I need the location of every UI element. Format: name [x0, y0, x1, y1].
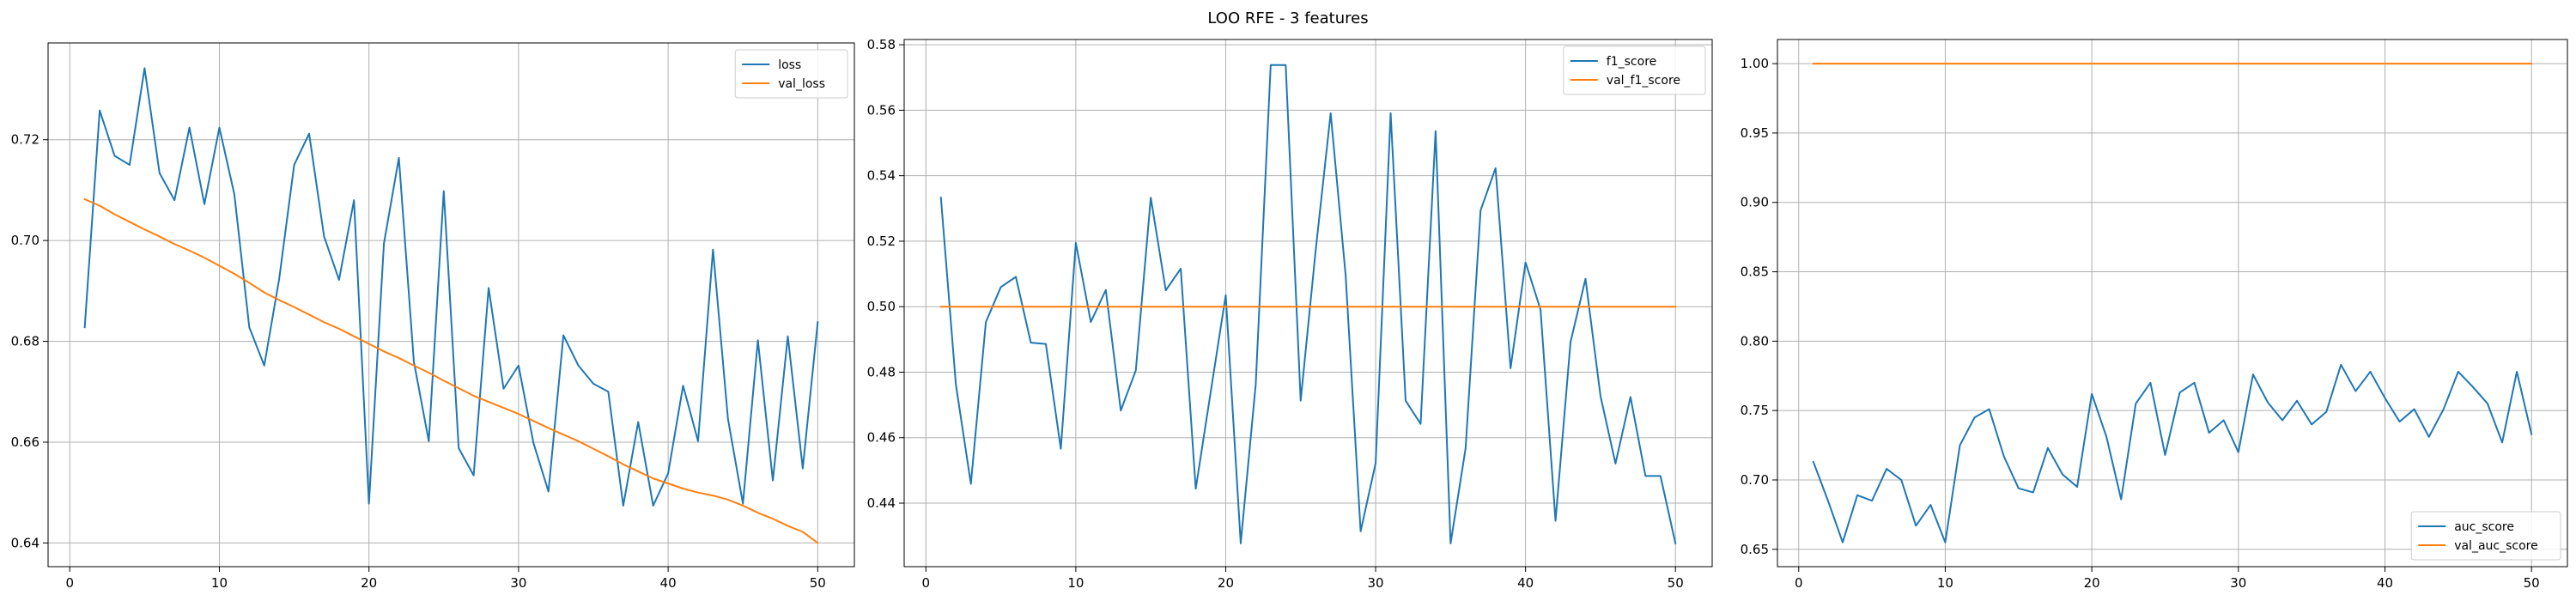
- chart-1-series-val_loss-line: [83, 197, 819, 544]
- chart-1-ytick-label: 0.68: [11, 334, 39, 349]
- chart-1: 0 10 20 30 40 50 0.64 0.66 0.68 0.70 0.72 loss val_l…: [11, 42, 855, 591]
- chart-2-ytick-label: 0.56: [867, 102, 896, 118]
- chart-2-legend-label-f1_score: f1_score: [1607, 55, 1656, 69]
- subplots: 0 10 20 30 40 50 0.64 0.66 0.68 0.70 0.72 loss val_l…: [11, 37, 2568, 591]
- chart-3-ytick-label: 0.85: [1741, 264, 1769, 280]
- chart-2-ytick-label: 0.50: [867, 299, 896, 314]
- chart-1-legend-label-val_loss: val_loss: [778, 77, 825, 91]
- chart-3-ytick-label: 0.80: [1741, 333, 1769, 349]
- chart-3-xtick-label: 40: [2377, 575, 2393, 591]
- chart-1-legend-box: [734, 49, 848, 99]
- chart-2-ytick-label: 0.58: [867, 37, 896, 52]
- chart-1-xtick-label: 40: [660, 575, 677, 591]
- chart-3-ytick-label: 0.90: [1741, 195, 1769, 210]
- chart-1-xtick-label: 20: [361, 575, 377, 591]
- chart-1-ytick-label: 0.66: [11, 434, 39, 450]
- chart-3: 0 10 20 30 40 50 0.65 0.70 0.75 0.80 0.85 0.90 0.95 1…: [1741, 39, 2568, 591]
- chart-1-legend-label-loss: loss: [778, 58, 801, 72]
- chart-2-xtick-label: 40: [1517, 575, 1534, 591]
- chart-2-ytick-label: 0.52: [867, 234, 896, 249]
- chart-1-legend: loss val_loss: [734, 49, 848, 99]
- chart-1-xtick-label: 50: [810, 575, 826, 591]
- chart-1-ytick-label: 0.64: [11, 535, 39, 550]
- chart-3-xtick-label: 10: [1937, 575, 1953, 591]
- chart-3-ytick-label: 0.95: [1741, 125, 1769, 141]
- chart-3-ytick-label: 0.65: [1741, 542, 1769, 557]
- chart-1-xtick-label: 10: [211, 575, 228, 591]
- chart-3-xtick-label: 20: [2084, 575, 2100, 591]
- chart-2-xtick-label: 30: [1368, 575, 1384, 591]
- chart-3-xtick-label: 0: [1795, 575, 1803, 591]
- chart-3-legend-label-val_auc_score: val_auc_score: [2454, 539, 2538, 553]
- chart-2-ytick-label: 0.46: [867, 430, 896, 446]
- chart-1-xtick-label: 30: [510, 575, 526, 591]
- chart-3-legend-box: [2410, 511, 2561, 561]
- chart-3-xtick-label: 30: [2230, 575, 2246, 591]
- chart-2-ytick-label: 0.48: [867, 364, 896, 379]
- chart-2: 0 10 20 30 40 50 0.44 0.46 0.48 0.50 0.52 0.54 0.56 0…: [867, 37, 1713, 591]
- chart-2-axes-frame: [903, 39, 1713, 568]
- chart-3-axes-frame: [1777, 39, 2568, 568]
- chart-2-legend-label-val_f1_score: val_f1_score: [1607, 74, 1680, 88]
- chart-1-ytick-label: 0.70: [11, 233, 39, 248]
- chart-2-xtick-label: 20: [1218, 575, 1234, 591]
- chart-1-ytick-label: 0.72: [11, 132, 39, 148]
- chart-3-ytick-label: 1.00: [1741, 56, 1769, 71]
- figure-title: LOO RFE - 3 features: [1207, 9, 1368, 27]
- chart-3-legend-label-auc_score: auc_score: [2454, 520, 2514, 534]
- chart-2-legend: f1_score val_f1_score: [1563, 46, 1706, 95]
- chart-2-xtick-label: 50: [1668, 575, 1684, 591]
- chart-3-series-auc_score-line: [1812, 363, 2533, 543]
- chart-3-xtick-label: 50: [2524, 575, 2540, 591]
- chart-3-ytick-label: 0.70: [1741, 472, 1769, 488]
- chart-3-ytick-label: 0.75: [1741, 403, 1769, 418]
- chart-1-axes-frame: [47, 42, 855, 568]
- chart-2-series-f1_score-line: [939, 64, 1677, 545]
- chart-2-xtick-label: 0: [922, 575, 931, 591]
- chart-2-xtick-label: 10: [1067, 575, 1084, 591]
- chart-1-series-loss-line: [83, 67, 819, 507]
- chart-3-legend: auc_score val_auc_score: [2410, 511, 2561, 561]
- chart-2-ytick-label: 0.54: [867, 168, 896, 184]
- chart-2-legend-box: [1563, 46, 1706, 95]
- chart-1-xtick-label: 0: [65, 575, 74, 591]
- chart-2-ytick-label: 0.44: [867, 495, 896, 511]
